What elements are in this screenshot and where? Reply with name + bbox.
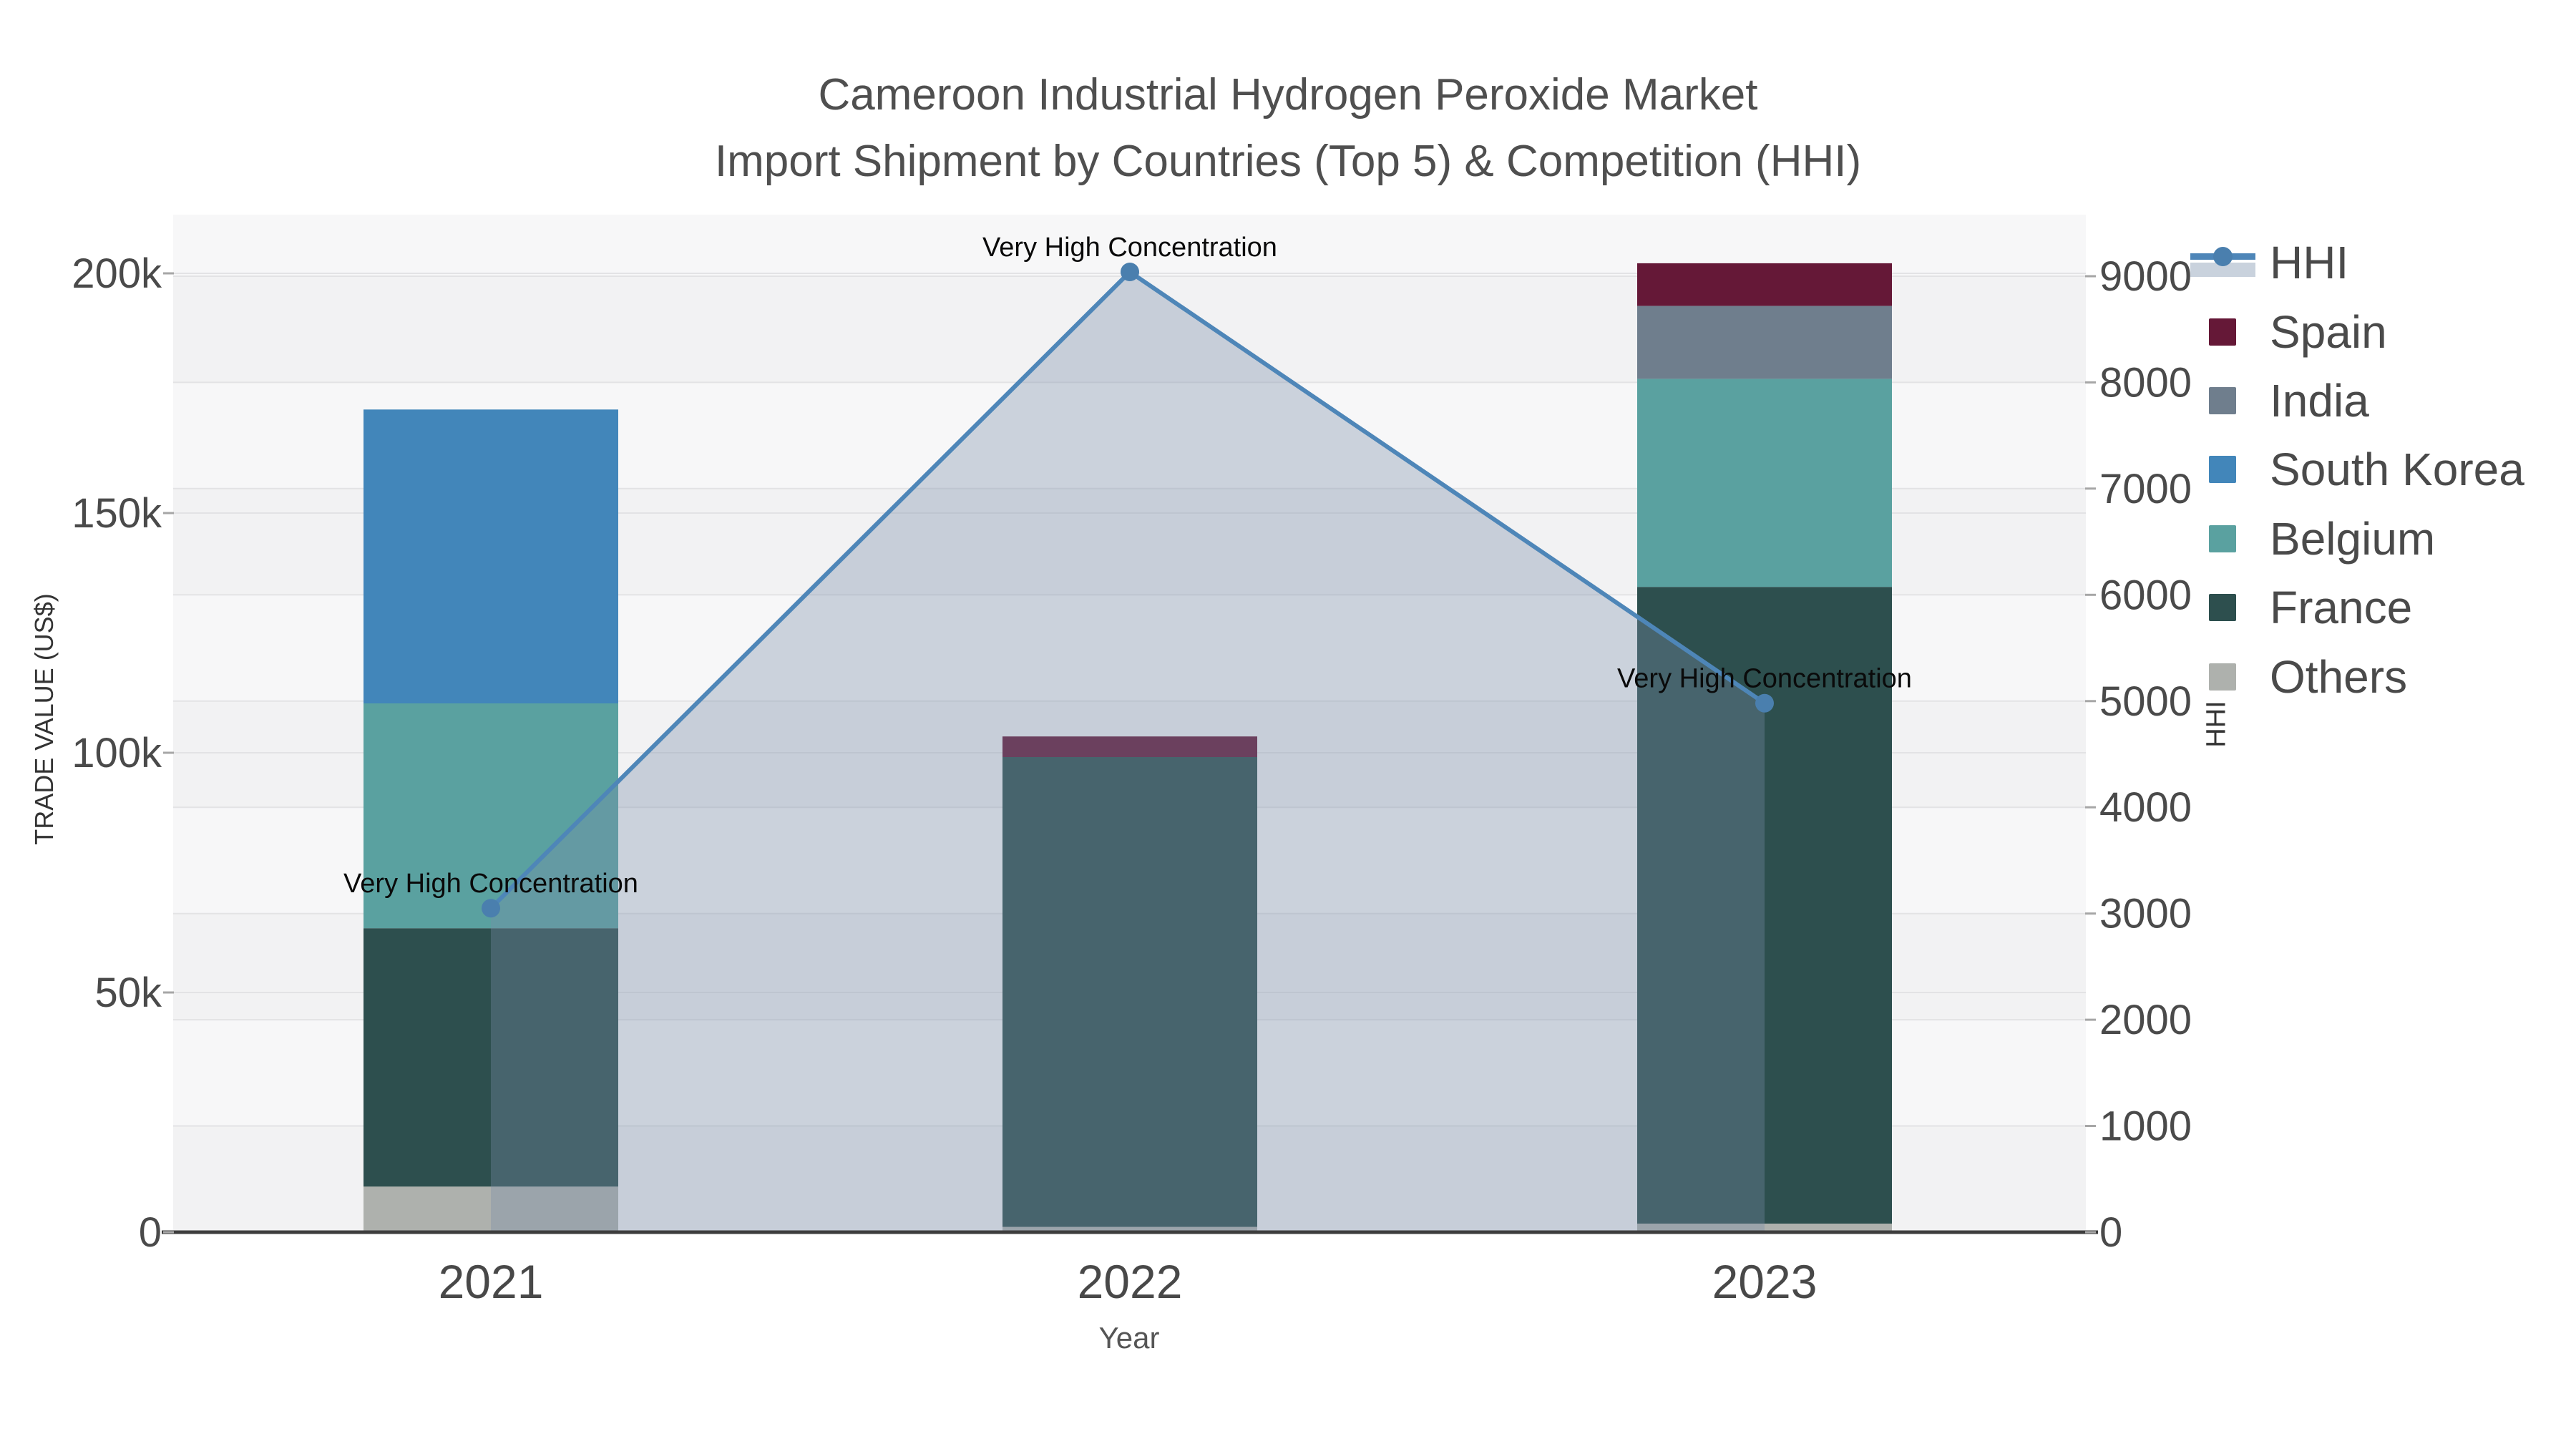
hhi-line-area-icon (2188, 247, 2257, 278)
x-axis-title: Year (1098, 1321, 1160, 1355)
bar-segment-france-2022[interactable] (1002, 757, 1257, 1227)
hhi-point-2023[interactable] (1755, 693, 1774, 713)
bar-segment-france-2021[interactable] (364, 928, 618, 1187)
legend-swatch-icon (2188, 318, 2257, 346)
bar-segment-others-2023[interactable] (1637, 1223, 1892, 1232)
legend-swatch-icon (2188, 594, 2257, 622)
right-tick-label: 4000 (2099, 784, 2192, 831)
right-tick-label: 0 (2099, 1209, 2122, 1256)
annotation-2022: Very High Concentration (982, 233, 1277, 263)
left-axis-title: TRADE VALUE (US$) (29, 593, 59, 845)
bar-segment-india-2023[interactable] (1637, 306, 1892, 379)
legend-item-hhi[interactable]: HHI (2188, 228, 2524, 297)
legend-label: Spain (2270, 306, 2387, 358)
legend-swatch-icon (2188, 663, 2257, 691)
legend-swatch-icon (2188, 386, 2257, 414)
legend-item-spain[interactable]: Spain (2188, 297, 2524, 366)
bar-segment-spain-2022[interactable] (1002, 736, 1257, 757)
legend-item-belgium[interactable]: Belgium (2188, 504, 2524, 573)
bar-segment-south-korea-2021[interactable] (364, 409, 618, 703)
legend-label: India (2270, 374, 2369, 426)
bar-segment-others-2022[interactable] (1002, 1226, 1257, 1232)
legend-item-india[interactable]: India (2188, 366, 2524, 435)
bar-segment-others-2021[interactable] (364, 1186, 618, 1232)
right-tick-label: 3000 (2099, 891, 2192, 937)
left-tick-label: 100k (72, 730, 162, 776)
x-tick-label-2022[interactable]: 2022 (1078, 1255, 1183, 1308)
legend-label: South Korea (2270, 444, 2524, 496)
left-tick-label: 150k (72, 490, 162, 537)
bar-segment-belgium-2021[interactable] (364, 703, 618, 929)
bar-segment-spain-2023[interactable] (1637, 263, 1892, 306)
left-tick-label: 200k (72, 250, 162, 297)
right-tick-label: 6000 (2099, 572, 2192, 618)
annotation-2023: Very High Concentration (1617, 664, 1912, 694)
right-tick-label: 7000 (2099, 466, 2192, 512)
legend-swatch-icon (2188, 456, 2257, 484)
legend-label: Belgium (2270, 512, 2436, 565)
legend-item-france[interactable]: France (2188, 573, 2524, 642)
legend-swatch-icon (2188, 525, 2257, 552)
right-tick-label: 2000 (2099, 997, 2192, 1043)
title-block: Cameroon Industrial Hydrogen Peroxide Ma… (0, 62, 2576, 195)
chart-title: Cameroon Industrial Hydrogen Peroxide Ma… (818, 70, 1758, 119)
right-tick-label: 8000 (2099, 359, 2192, 406)
x-tick-label-2023[interactable]: 2023 (1712, 1255, 1818, 1308)
x-tick-label-2021[interactable]: 2021 (439, 1255, 544, 1308)
legend-label: Others (2270, 650, 2408, 703)
annotation-2021: Very High Concentration (343, 869, 638, 899)
bar-segment-belgium-2023[interactable] (1637, 379, 1892, 587)
left-tick-label: 50k (94, 970, 162, 1016)
legend-label: France (2270, 582, 2413, 634)
hhi-area (491, 272, 1765, 1232)
hhi-point-2022[interactable] (1121, 263, 1139, 281)
chart-subtitle: Import Shipment by Countries (Top 5) & C… (714, 137, 1862, 186)
right-tick-label: 9000 (2099, 253, 2192, 300)
left-tick-label: 0 (139, 1209, 162, 1256)
legend: HHI Spain India South Korea Belgium France Oth… (2188, 228, 2524, 711)
legend-item-south-korea[interactable]: South Korea (2188, 435, 2524, 504)
right-tick-label: 5000 (2099, 678, 2192, 725)
hhi-point-2021[interactable] (482, 899, 500, 918)
legend-label: HHI (2270, 237, 2349, 289)
right-tick-label: 1000 (2099, 1103, 2192, 1150)
bar-segment-france-2023[interactable] (1637, 587, 1892, 1224)
legend-item-others[interactable]: Others (2188, 642, 2524, 711)
